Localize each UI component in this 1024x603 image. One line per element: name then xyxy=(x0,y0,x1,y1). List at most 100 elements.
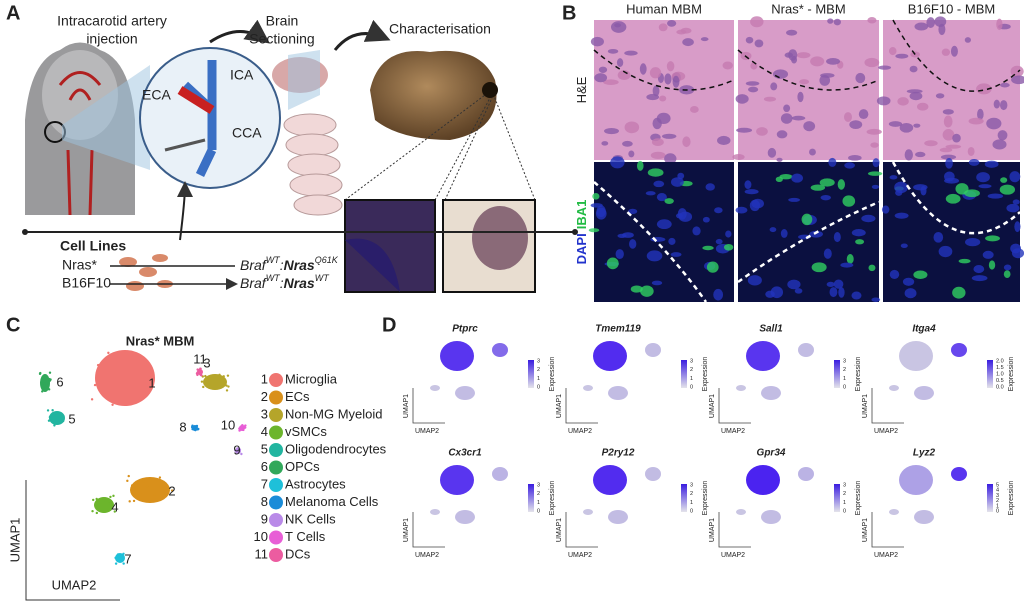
genotype-part: Braf xyxy=(240,257,268,273)
cluster-number: 10 xyxy=(221,417,235,432)
cell xyxy=(895,53,909,59)
cluster-number: 8 xyxy=(179,419,186,434)
cell xyxy=(1012,199,1020,205)
cell xyxy=(867,171,883,176)
umap-point xyxy=(241,425,245,429)
cell xyxy=(788,197,801,202)
gene-name: Tmem119 xyxy=(595,324,641,335)
umap-point xyxy=(46,409,50,412)
colorbar xyxy=(987,360,993,388)
colorbar-tick: 3 xyxy=(843,482,846,488)
colorbar-tick: 1 xyxy=(843,376,846,382)
cell xyxy=(603,79,619,85)
cell xyxy=(952,133,961,143)
cell xyxy=(827,18,834,24)
umap-cluster xyxy=(49,411,65,425)
umap-point xyxy=(51,409,54,412)
colorbar-tick: 3 xyxy=(537,482,540,488)
step-title: Sectioning xyxy=(249,31,314,47)
umap-point xyxy=(107,351,110,355)
legend-label: OPCs xyxy=(285,459,320,474)
umap-title: Nras* MBM xyxy=(126,333,195,348)
cell xyxy=(700,37,709,42)
legend-swatch xyxy=(269,513,283,527)
umap-blob xyxy=(430,509,440,515)
cell xyxy=(747,275,762,286)
cell xyxy=(1003,270,1011,278)
colorbar-tick: 2 xyxy=(537,491,540,497)
colorbar-label: Expression xyxy=(1008,357,1015,392)
umap-point xyxy=(194,428,197,432)
cell xyxy=(935,93,945,99)
cell xyxy=(913,123,921,128)
cell xyxy=(725,230,732,238)
umap-point xyxy=(48,377,51,381)
cell xyxy=(745,81,760,86)
colorbar-tick: 1 xyxy=(537,500,540,506)
cell xyxy=(630,285,643,293)
cell xyxy=(775,176,783,183)
x-axis-label: UMAP2 xyxy=(874,428,898,435)
cell xyxy=(971,275,988,282)
umap-point xyxy=(41,390,44,393)
x-axis-label: UMAP2 xyxy=(874,552,898,559)
cell xyxy=(705,183,715,191)
legend-number: 9 xyxy=(261,511,268,526)
cell xyxy=(823,248,832,259)
cell xyxy=(894,212,909,219)
legend-number: 6 xyxy=(261,459,268,474)
column-header: Nras* - MBM xyxy=(771,1,845,16)
cell xyxy=(848,154,862,161)
y-axis-label: UMAP1 xyxy=(556,518,563,542)
cell xyxy=(977,108,984,120)
cell xyxy=(909,91,923,101)
colorbar xyxy=(681,360,687,388)
genotype-part: Nras xyxy=(284,257,315,273)
umap-blob xyxy=(951,467,967,481)
cell xyxy=(973,265,985,274)
boundary xyxy=(737,49,880,91)
cell xyxy=(656,193,667,202)
cell xyxy=(640,285,654,297)
cell xyxy=(791,115,806,121)
legend-label: Melanoma Cells xyxy=(285,494,379,509)
umap-point xyxy=(170,489,174,492)
cell xyxy=(622,232,634,238)
cell-lines-title: Cell Lines xyxy=(60,238,126,254)
cell xyxy=(682,38,694,47)
umap-point xyxy=(59,415,63,419)
panel-label: A xyxy=(6,2,20,24)
cluster-number: 6 xyxy=(56,374,63,389)
cell xyxy=(858,109,869,120)
umap-point xyxy=(113,510,116,513)
umap-point xyxy=(53,424,56,427)
cell xyxy=(652,85,660,97)
y-axis-label: UMAP1 xyxy=(403,518,410,542)
row-label: DAPI IBA1 xyxy=(574,200,589,265)
cell xyxy=(664,73,672,85)
umap-point xyxy=(215,375,219,378)
colorbar xyxy=(528,360,534,388)
y-axis-label: UMAP1 xyxy=(7,518,22,563)
colorbar-label: Expression xyxy=(549,481,556,516)
cell xyxy=(939,147,953,153)
cell xyxy=(996,18,1003,31)
cell xyxy=(844,162,855,169)
colorbar-tick: 2 xyxy=(996,498,999,504)
cell xyxy=(615,249,624,260)
cell xyxy=(810,184,826,191)
umap-blob xyxy=(761,510,781,524)
umap-point xyxy=(218,373,221,376)
colorbar-tick: 2 xyxy=(537,367,540,373)
umap-point xyxy=(107,502,110,506)
umap-point xyxy=(61,419,65,423)
cell xyxy=(899,123,914,133)
cell xyxy=(717,135,731,146)
cell xyxy=(940,154,957,160)
cell-line: Nras* xyxy=(62,257,98,273)
cell xyxy=(647,168,664,177)
cell xyxy=(646,250,663,262)
cell xyxy=(934,16,947,27)
colorbar-tick: 0 xyxy=(537,508,540,514)
umap-point xyxy=(99,500,102,503)
